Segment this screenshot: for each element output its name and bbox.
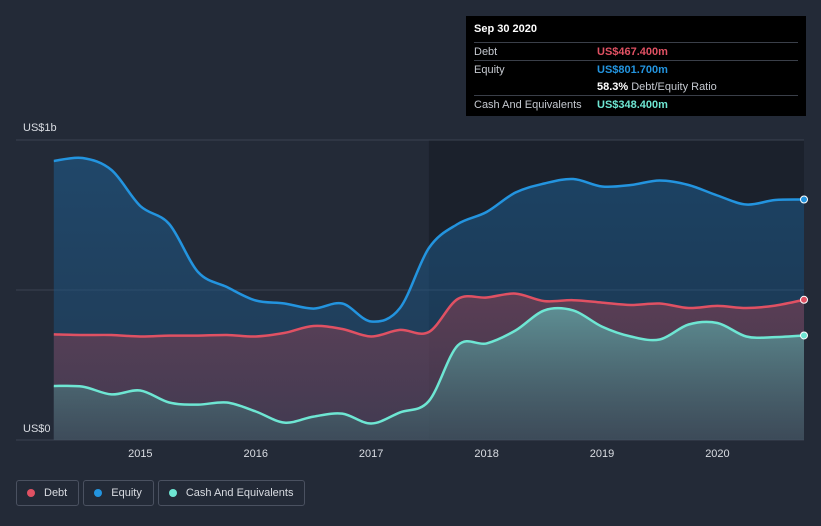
x-tick-label-2016: 2016: [244, 448, 268, 460]
equity-line: [53, 156, 805, 323]
tooltip-row-equity: Equity US$801.700m: [474, 60, 798, 78]
tooltip-ratio-label: Debt/Equity Ratio: [631, 80, 717, 93]
legend-equity-label: Equity: [111, 487, 142, 499]
tooltip-date: Sep 30 2020: [474, 23, 537, 35]
cash-end-marker: [800, 331, 808, 340]
x-axis-ticks: 2015 2016 2017 2018 2019 2020: [128, 448, 730, 460]
legend-item-equity[interactable]: Equity: [83, 480, 154, 506]
y-tick-label-bottom: US$0: [23, 423, 51, 435]
legend-cash-label: Cash And Equivalents: [185, 487, 294, 499]
tooltip-cash-value: US$348.400m: [597, 98, 668, 111]
legend-item-debt[interactable]: Debt: [16, 480, 80, 506]
tooltip-row-debt: Debt US$467.400m: [474, 42, 798, 60]
equity-end-marker: [800, 195, 808, 204]
y-tick-label-top: US$1b: [23, 122, 57, 134]
x-tick-label-2020: 2020: [705, 448, 729, 460]
tooltip-equity-label: Equity: [474, 63, 505, 76]
tooltip-debt-value: US$467.400m: [597, 45, 668, 58]
series-end-markers: [800, 195, 808, 340]
tooltip-cash-label: Cash And Equivalents: [474, 98, 582, 111]
equity-dot-icon: [94, 489, 103, 497]
chart-legend: Debt Equity Cash And Equivalents: [16, 480, 306, 506]
legend-item-cash[interactable]: Cash And Equivalents: [157, 480, 306, 506]
tooltip-ratio-value: 58.3%: [597, 80, 629, 93]
debt-line: [53, 292, 805, 338]
tooltip-equity-value: US$801.700m: [597, 63, 668, 76]
tooltip-debt-label: Debt: [474, 45, 498, 58]
tooltip-row-cash: Cash And Equivalents US$348.400m: [474, 95, 798, 113]
value-tooltip: Sep 30 2020 Debt US$467.400m Equity US$8…: [466, 16, 806, 116]
x-tick-label-2015: 2015: [128, 448, 152, 460]
debt-end-marker: [800, 295, 808, 304]
cash-dot-icon: [168, 489, 177, 497]
legend-debt-label: Debt: [44, 487, 68, 499]
x-tick-label-2018: 2018: [474, 448, 498, 460]
debt-dot-icon: [27, 489, 35, 497]
x-tick-label-2019: 2019: [590, 448, 614, 460]
series-lines: [53, 156, 805, 425]
cash-line: [53, 306, 805, 425]
tooltip-row-ratio: 58.3% Debt/Equity Ratio: [474, 78, 798, 95]
x-tick-label-2017: 2017: [359, 448, 383, 460]
